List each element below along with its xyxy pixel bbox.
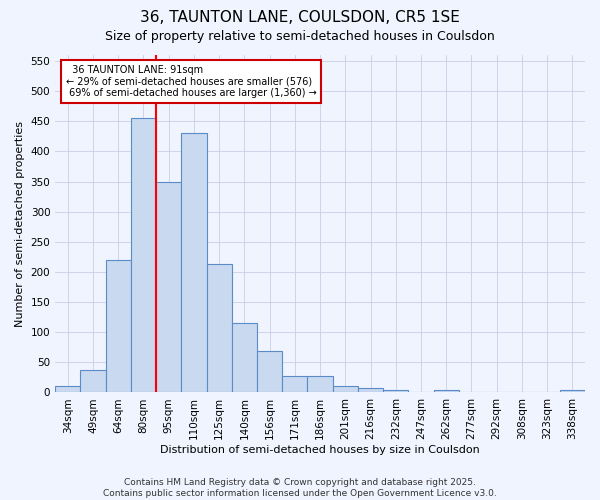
Bar bbox=[358, 388, 383, 392]
Bar bbox=[55, 386, 80, 392]
Text: Contains HM Land Registry data © Crown copyright and database right 2025.
Contai: Contains HM Land Registry data © Crown c… bbox=[103, 478, 497, 498]
Bar bbox=[232, 323, 257, 392]
Bar bbox=[80, 370, 106, 392]
Bar bbox=[156, 182, 181, 392]
Bar bbox=[434, 390, 459, 392]
Text: 36, TAUNTON LANE, COULSDON, CR5 1SE: 36, TAUNTON LANE, COULSDON, CR5 1SE bbox=[140, 10, 460, 25]
Bar bbox=[106, 260, 131, 392]
Bar bbox=[332, 386, 358, 392]
Bar bbox=[560, 390, 585, 392]
Text: Size of property relative to semi-detached houses in Coulsdon: Size of property relative to semi-detach… bbox=[105, 30, 495, 43]
Bar bbox=[307, 376, 332, 392]
Bar bbox=[206, 264, 232, 392]
Text: 36 TAUNTON LANE: 91sqm
← 29% of semi-detached houses are smaller (576)
 69% of s: 36 TAUNTON LANE: 91sqm ← 29% of semi-det… bbox=[66, 65, 317, 98]
Bar bbox=[181, 134, 206, 392]
X-axis label: Distribution of semi-detached houses by size in Coulsdon: Distribution of semi-detached houses by … bbox=[160, 445, 480, 455]
Bar bbox=[282, 376, 307, 392]
Bar bbox=[383, 390, 409, 392]
Bar bbox=[257, 352, 282, 393]
Y-axis label: Number of semi-detached properties: Number of semi-detached properties bbox=[15, 120, 25, 326]
Bar bbox=[131, 118, 156, 392]
